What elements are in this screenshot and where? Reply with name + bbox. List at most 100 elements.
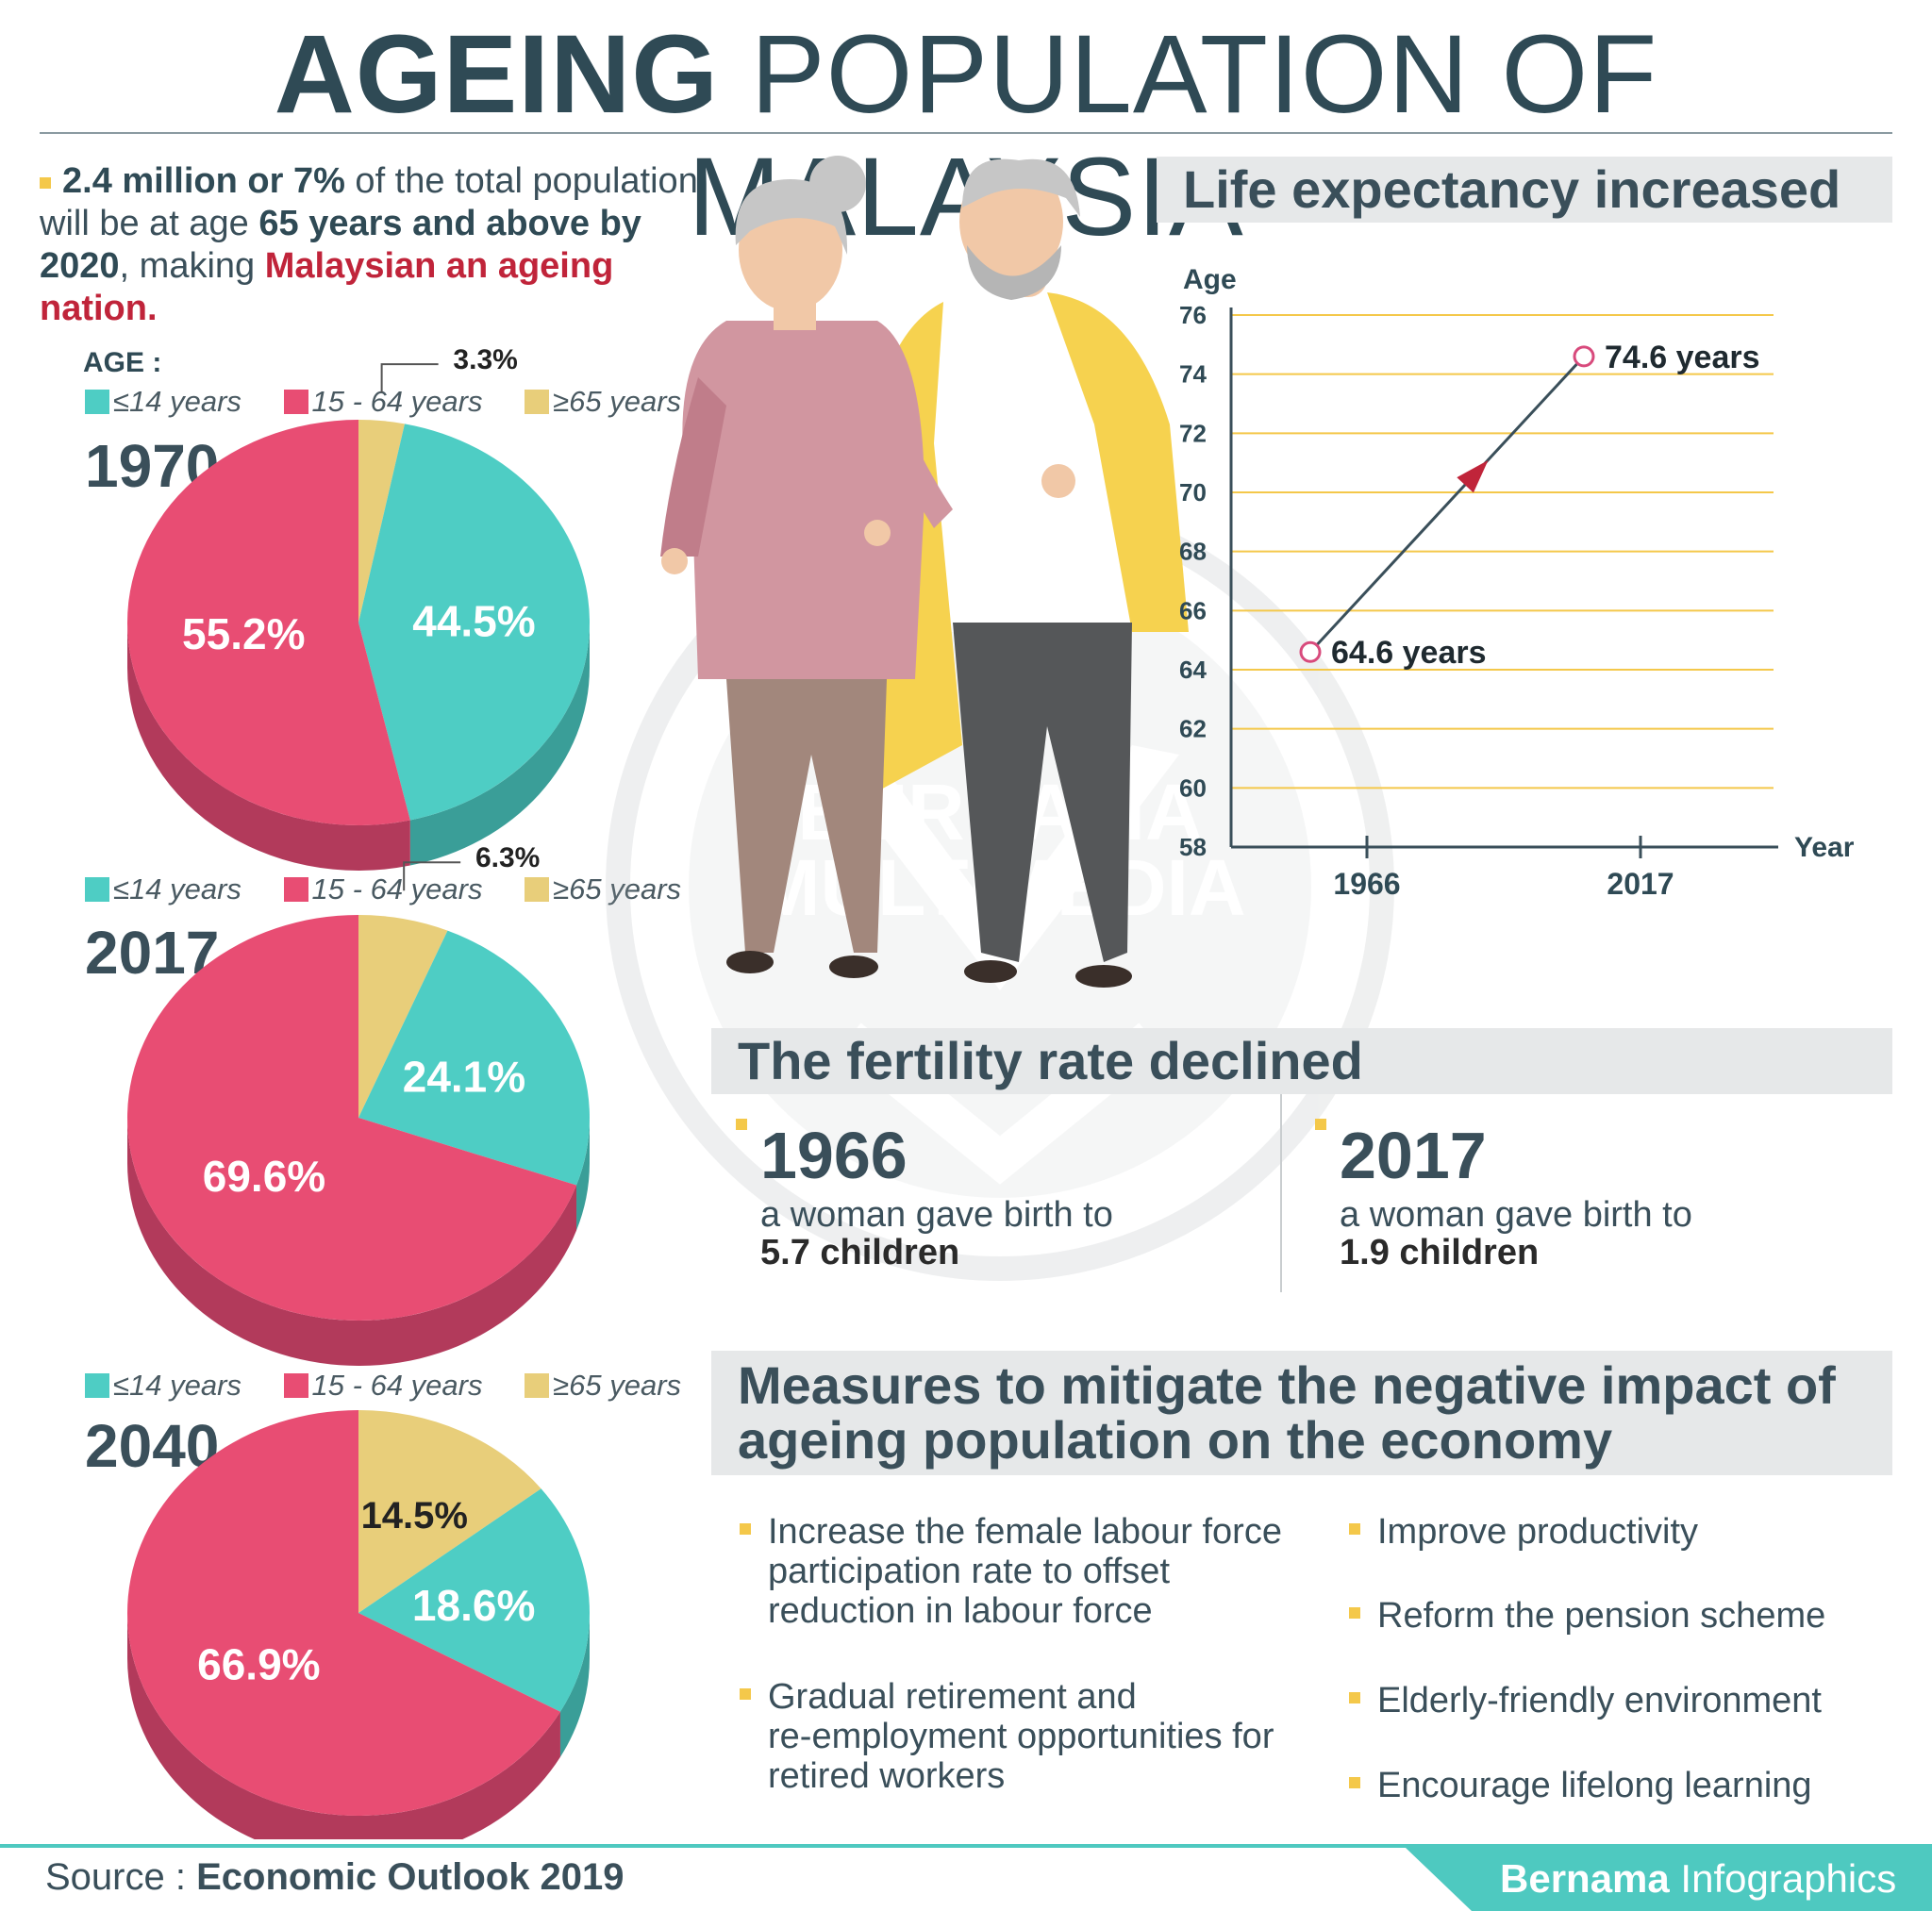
measures-title: Measures to mitigate the negative impact… bbox=[738, 1358, 1836, 1468]
legend-swatch-working bbox=[283, 390, 308, 414]
legend-swatch-old bbox=[525, 877, 550, 902]
y-tick-label: 72 bbox=[1179, 419, 1207, 447]
x-tick-label: 1966 bbox=[1333, 867, 1400, 901]
arrow-icon bbox=[1457, 459, 1489, 493]
pie-side-young bbox=[409, 623, 590, 866]
measure-line: Reform the pension scheme bbox=[1377, 1596, 1826, 1636]
source-value: Economic Outlook 2019 bbox=[196, 1856, 625, 1898]
y-tick-label: 62 bbox=[1179, 715, 1207, 743]
pie-label-old: 14.5% bbox=[361, 1495, 468, 1537]
age-heading: AGE : bbox=[83, 347, 162, 378]
legend-label-old: ≥65 years bbox=[553, 1369, 682, 1402]
source-text: Source : Economic Outlook 2019 bbox=[45, 1856, 625, 1899]
intro-text-1: of the total population will be at age bbox=[40, 161, 698, 243]
measure-line: Elderly-friendly environment bbox=[1377, 1681, 1822, 1720]
life-expectancy-title: Life expectancy increased bbox=[1183, 159, 1841, 219]
fertility-value: 5.7 children bbox=[760, 1233, 960, 1272]
pie-label-working: 66.9% bbox=[197, 1639, 320, 1688]
title-rest: POPULATION OF MALAYSIA bbox=[688, 12, 1658, 258]
pie-side-young bbox=[576, 1118, 590, 1231]
pie-slice-old bbox=[358, 915, 448, 1118]
pie-2040: 14.5% 18.6% 66.9% bbox=[127, 1410, 590, 1839]
fertility-title: The fertility rate declined bbox=[738, 1031, 1363, 1090]
y-tick-label: 76 bbox=[1179, 301, 1207, 329]
data-point bbox=[1573, 345, 1595, 368]
legend-swatch-young bbox=[85, 390, 109, 414]
y-tick-label: 64 bbox=[1179, 656, 1207, 684]
bullet-icon bbox=[1349, 1523, 1360, 1535]
pie-label-old: 3.3% bbox=[453, 344, 517, 375]
pie-slice-working bbox=[126, 915, 577, 1321]
pie-side-working bbox=[127, 623, 410, 872]
pie-slice-young bbox=[358, 930, 590, 1186]
intro-text: 2.4 million or 7% of the total populatio… bbox=[40, 160, 700, 330]
legend-swatch-young bbox=[85, 877, 109, 902]
legend-label-old: ≥65 years bbox=[553, 872, 682, 906]
pie-label-old: 6.3% bbox=[475, 842, 540, 873]
legend-label-young: ≤14 years bbox=[113, 385, 242, 418]
fertility-year-1966: 1966 bbox=[760, 1119, 908, 1192]
fertility-bar bbox=[711, 1028, 1892, 1094]
measure-item: Gradual retirement and re-employment opp… bbox=[740, 1677, 1274, 1796]
legend-label-working: 15 - 64 years bbox=[311, 872, 483, 906]
data-label: 64.6 years bbox=[1331, 635, 1487, 671]
brand-bold: Bernama bbox=[1500, 1856, 1670, 1901]
legend-1970: ≤14 years 15 - 64 years ≥65 years bbox=[85, 385, 681, 419]
measure-item: Improve productivity bbox=[1349, 1512, 1699, 1552]
measure-line: Improve productivity bbox=[1377, 1512, 1699, 1552]
pie-charts: 19703.3%44.5%55.2%20176.3%24.1%69.6%2040… bbox=[85, 344, 590, 1839]
legend-swatch-working bbox=[283, 877, 308, 902]
footer-line bbox=[0, 1844, 1932, 1848]
series-line bbox=[1308, 355, 1586, 654]
pie-label-working: 55.2% bbox=[182, 609, 305, 658]
pie-slice-old bbox=[358, 420, 405, 623]
legend-2017: ≤14 years 15 - 64 years ≥65 years bbox=[85, 872, 681, 906]
bullet-icon bbox=[40, 176, 51, 189]
bullet-icon bbox=[1349, 1607, 1360, 1619]
measure-line: participation rate to offset bbox=[768, 1552, 1170, 1591]
pie-2017: 6.3% 24.1% 69.6% bbox=[126, 842, 590, 1366]
intro-bold-3: Malaysian an ageing nation. bbox=[40, 246, 614, 328]
measure-item: Elderly-friendly environment bbox=[1349, 1681, 1822, 1720]
measure-item: Reform the pension scheme bbox=[1349, 1596, 1826, 1636]
measures-bar bbox=[711, 1351, 1892, 1475]
page-title: AGEING POPULATION OF MALAYSIA bbox=[0, 13, 1932, 258]
legend-2040: ≤14 years 15 - 64 years ≥65 years bbox=[85, 1369, 681, 1403]
bullet-icon bbox=[1315, 1119, 1326, 1130]
pie-1970: 3.3% 44.5% 55.2% bbox=[126, 344, 590, 872]
intro-bold-2: 65 years and above by 2020 bbox=[40, 204, 641, 286]
pie-leader-line bbox=[380, 363, 439, 393]
legend-swatch-young bbox=[85, 1373, 109, 1398]
x-tick-label: 2017 bbox=[1607, 867, 1674, 901]
measure-line: Encourage lifelong learning bbox=[1377, 1766, 1812, 1805]
bullet-icon bbox=[740, 1688, 751, 1700]
fertility-item-1966: a woman gave birth to 5.7 children bbox=[760, 1196, 1113, 1271]
elderly-woman-figure bbox=[660, 156, 953, 978]
brand-banner bbox=[1406, 1848, 1932, 1911]
data-point bbox=[1299, 640, 1322, 663]
life-expectancy-bar bbox=[1157, 157, 1892, 223]
bullet-icon bbox=[736, 1119, 747, 1130]
legend-label-young: ≤14 years bbox=[113, 872, 242, 906]
legend-swatch-old bbox=[525, 390, 550, 414]
y-tick-label: 74 bbox=[1179, 360, 1207, 389]
pie-side-young bbox=[559, 1613, 590, 1757]
y-tick-label: 70 bbox=[1179, 478, 1207, 507]
brand-rest: Infographics bbox=[1669, 1856, 1897, 1901]
intro-text-2: , making bbox=[119, 246, 265, 286]
pie-side-working bbox=[127, 1118, 577, 1366]
pie-slice-working bbox=[127, 1410, 560, 1816]
pie-slice-working bbox=[126, 420, 410, 826]
y-tick-label: 66 bbox=[1179, 596, 1207, 624]
measures-title-line2: ageing population on the economy bbox=[738, 1410, 1613, 1470]
fertility-item-2017: a woman gave birth to 1.9 children bbox=[1340, 1196, 1692, 1271]
fertility-year-2017: 2017 bbox=[1340, 1119, 1487, 1192]
legend-swatch-old bbox=[525, 1373, 550, 1398]
pie-slice-young bbox=[358, 424, 590, 821]
y-axis-label: Age bbox=[1183, 264, 1237, 295]
measure-line: re-employment opportunities for bbox=[768, 1717, 1274, 1756]
legend-swatch-working bbox=[283, 1373, 308, 1398]
y-tick-label: 60 bbox=[1179, 773, 1207, 802]
legend-label-working: 15 - 64 years bbox=[311, 385, 483, 418]
intro-bold-1: 2.4 million or 7% bbox=[62, 161, 345, 201]
